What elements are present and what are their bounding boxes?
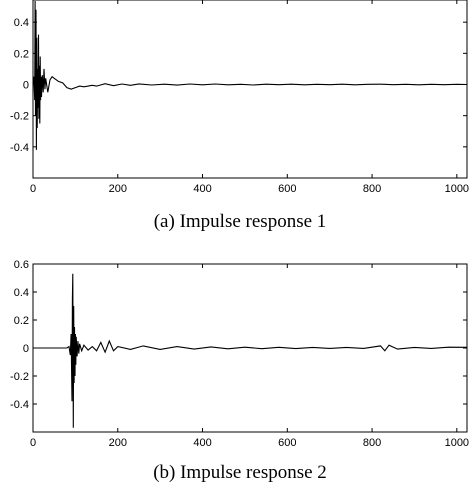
y-tick-label: -0.4 (10, 142, 29, 154)
y-tick-label: -0.2 (10, 371, 29, 383)
y-tick-label: 0.4 (14, 17, 29, 29)
chart-panel-b: 0 200 400 600 800 1000 -0.4 -0.2 0 0.2 0.4 0.6 (b) … (10, 259, 469, 483)
chart-panel-a: 0 200 400 600 800 1000 -0.4 -0.2 0 0.2 0.4 (a) Imp… (10, 0, 469, 232)
x-tick-label: 1000 (445, 183, 469, 195)
y-tick-label: 0.6 (14, 259, 29, 271)
y-tick-label: 0 (23, 80, 29, 92)
caption-a: (a) Impulse response 1 (154, 211, 327, 232)
x-tick-label: 1000 (445, 437, 469, 449)
ticks-a: 0 200 400 600 800 1000 -0.4 -0.2 0 0.2 0.4 (10, 0, 469, 195)
y-tick-label: -0.2 (10, 111, 29, 123)
x-tick-label: 600 (278, 437, 296, 449)
impulse-response-2-line (33, 273, 468, 428)
impulse-response-1-line (32, 0, 468, 150)
x-tick-label: 800 (363, 183, 381, 195)
x-tick-label: 0 (30, 437, 36, 449)
plot-frame-a (32, 0, 468, 179)
x-tick-label: 400 (193, 437, 211, 449)
y-tick-label: -0.4 (10, 399, 29, 411)
x-tick-label: 600 (278, 183, 296, 195)
x-tick-label: 200 (109, 437, 127, 449)
x-tick-label: 800 (363, 437, 381, 449)
x-tick-label: 400 (193, 183, 211, 195)
y-tick-label: 0.2 (14, 48, 29, 60)
x-tick-label: 200 (109, 183, 127, 195)
y-tick-label: 0.2 (14, 315, 29, 327)
y-tick-label: 0.4 (14, 287, 29, 299)
caption-b: (b) Impulse response 2 (153, 462, 327, 483)
ticks-b: 0 200 400 600 800 1000 -0.4 -0.2 0 0.2 0.4 0.6 (10, 259, 469, 449)
x-tick-label: 0 (30, 183, 36, 195)
y-tick-label: 0 (23, 343, 29, 355)
